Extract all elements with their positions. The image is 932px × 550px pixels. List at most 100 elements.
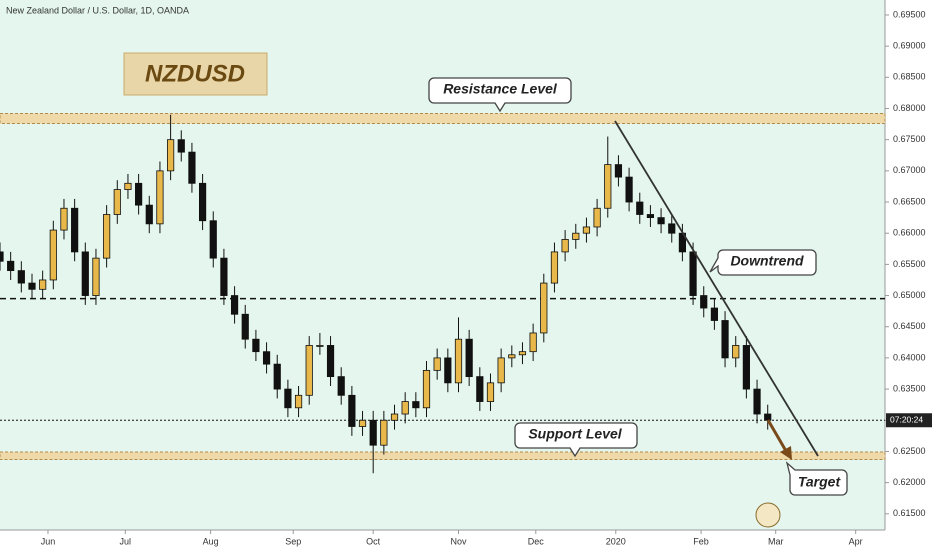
candle-body: [668, 223, 676, 234]
candle-body: [348, 394, 356, 427]
x-tick-label: Dec: [528, 536, 545, 546]
candle-body: [305, 345, 313, 396]
time-axis-background: [0, 530, 885, 550]
candle-body: [7, 260, 15, 272]
y-tick-label: 0.67500: [893, 134, 926, 144]
candle-body: [230, 295, 239, 315]
candle-body: [135, 182, 143, 206]
y-tick-label: 0.65000: [893, 290, 926, 300]
candle-body: [753, 388, 761, 415]
candle-body: [401, 401, 409, 415]
annotation: Resistance Level: [443, 81, 558, 97]
callout: [428, 77, 572, 113]
y-tick-label: 0.69000: [893, 41, 926, 51]
candle-body: [742, 345, 750, 390]
support-band: [0, 451, 886, 461]
y-tick-label: 0.62000: [893, 477, 926, 487]
candle-body: [529, 332, 537, 353]
candle-body: [316, 345, 324, 347]
candle-body: [188, 151, 196, 184]
candle-body: [103, 214, 111, 259]
y-tick-label: 0.68000: [893, 103, 926, 113]
x-tick-label: Oct: [366, 536, 381, 546]
candle-body: [636, 201, 644, 215]
candle-body: [177, 139, 185, 153]
candle-body: [497, 357, 505, 384]
target-arrow: [766, 419, 788, 452]
y-tick-label: 0.66500: [893, 196, 926, 206]
candle-body: [17, 270, 25, 284]
candle-body: [764, 413, 772, 421]
x-tick-label: Jul: [120, 536, 132, 546]
annotation: Support Level: [528, 426, 622, 442]
candle-body: [39, 279, 47, 290]
candle-body: [49, 229, 57, 281]
x-tick-label: Feb: [693, 536, 709, 546]
candle-body: [92, 257, 100, 296]
candle-body: [582, 226, 591, 234]
arrow-head: [780, 446, 792, 460]
candle-body: [167, 139, 175, 172]
x-tick-label: 2020: [606, 536, 626, 546]
y-tick-label: 0.68500: [893, 72, 926, 82]
candle-body: [614, 164, 623, 178]
y-tick-label: 0.69500: [893, 9, 926, 19]
candle-body: [28, 282, 36, 290]
candle-body: [294, 394, 303, 409]
candle-body: [486, 382, 495, 402]
candle-body: [550, 251, 559, 284]
candle-body: [71, 207, 79, 253]
trendline: [614, 120, 819, 457]
candle-body: [476, 376, 484, 402]
candle-body: [252, 338, 260, 353]
candle-body: [465, 338, 473, 378]
resistance-band: [0, 112, 886, 124]
candle-body: [646, 214, 655, 219]
callout: [709, 249, 817, 276]
candle-body: [380, 419, 388, 446]
x-tick-label: Nov: [450, 536, 467, 546]
candle-body: [241, 313, 249, 340]
candle-body: [422, 369, 431, 409]
candle-body: [657, 217, 665, 225]
x-tick-label: Mar: [768, 536, 784, 546]
y-tick-label: 0.65500: [893, 259, 926, 269]
candle-body: [604, 164, 612, 209]
candle-body: [444, 357, 452, 384]
y-tick-label: 0.64000: [893, 352, 926, 362]
countdown-label: 07:20:24: [890, 415, 923, 425]
logo: [755, 502, 781, 528]
candle-body: [518, 351, 527, 356]
candle-body: [710, 307, 718, 321]
candle-body: [81, 251, 89, 296]
candle-body: [412, 401, 420, 409]
candle-body: [508, 354, 516, 359]
candle-body: [540, 282, 548, 334]
candle-body: [284, 388, 292, 409]
x-tick-label: Aug: [203, 536, 219, 546]
y-tick-label: 0.67000: [893, 165, 926, 175]
candle-body: [732, 345, 740, 359]
price-badge: [886, 413, 932, 428]
annotation: Downtrend: [730, 253, 804, 269]
y-tick-label: 0.63500: [893, 383, 926, 393]
annotation: Target: [798, 474, 842, 490]
candle-body: [625, 176, 633, 203]
candle-body: [700, 295, 708, 309]
candle-body: [572, 232, 580, 240]
y-tick-label: 0.64500: [893, 321, 926, 331]
x-tick-label: Jun: [41, 536, 56, 546]
x-tick-label: Apr: [849, 536, 863, 546]
candle-body: [433, 357, 441, 371]
candle-body: [0, 251, 4, 262]
candle-body: [262, 351, 271, 365]
candle-body: [337, 376, 345, 396]
x-tick-label: Sep: [285, 536, 301, 546]
candle-body: [454, 338, 463, 384]
y-tick-label: 0.66000: [893, 228, 926, 238]
candle-body: [209, 220, 217, 259]
candle-body: [113, 189, 121, 215]
callout: [785, 461, 848, 496]
